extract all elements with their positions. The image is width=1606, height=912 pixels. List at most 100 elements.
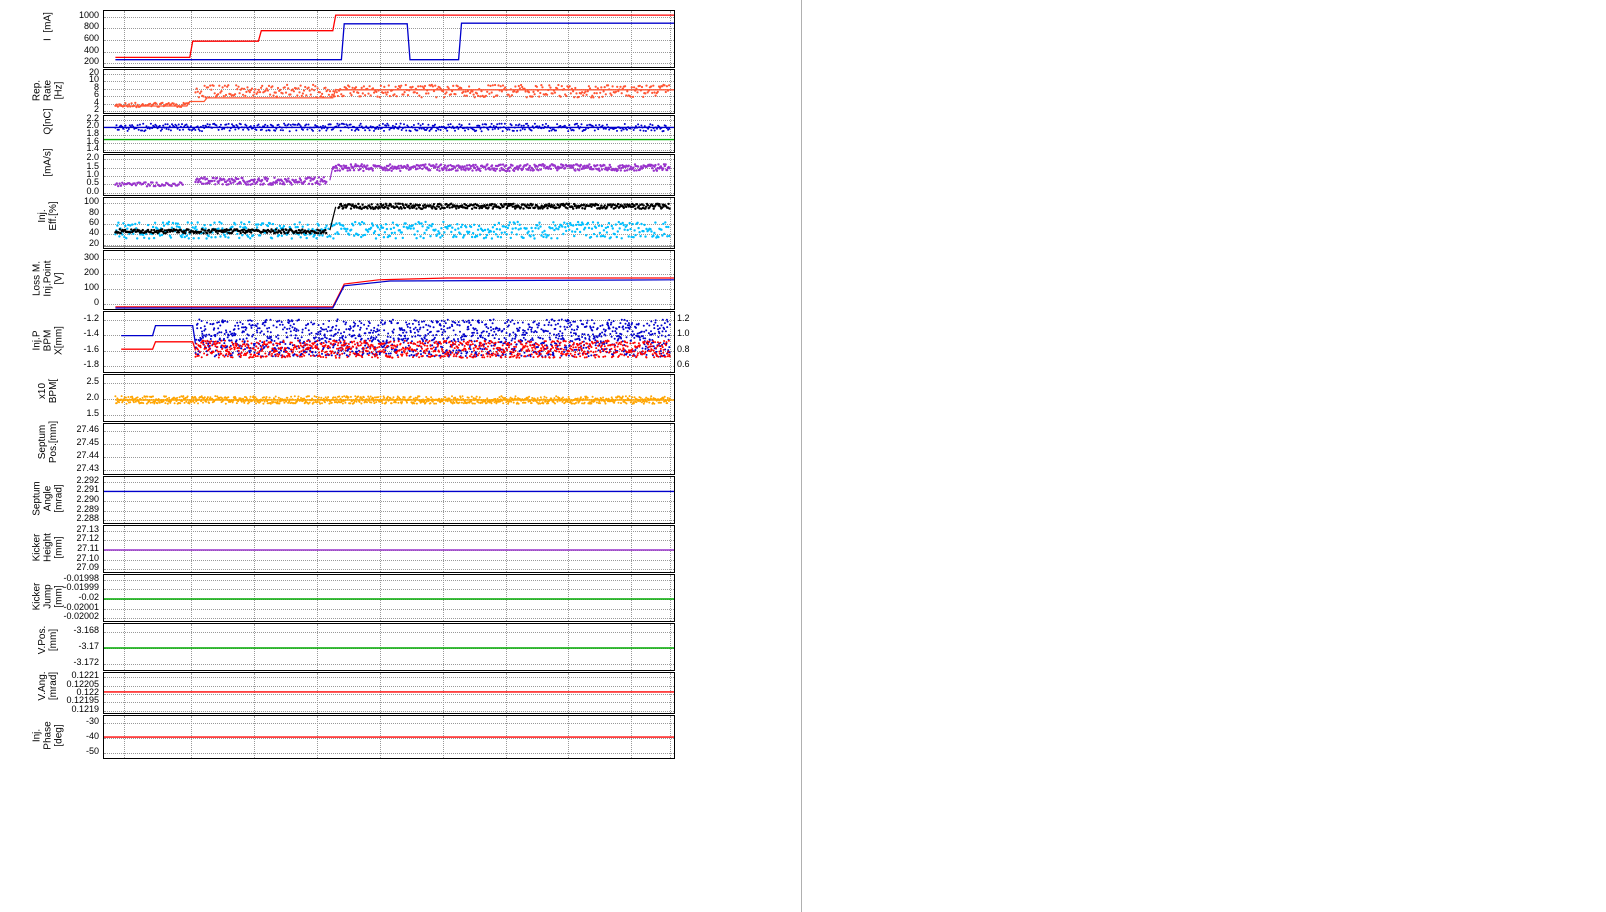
right-panel-her: [806, 0, 1606, 912]
left-septum-angle-ytick: 2.292: [76, 474, 99, 485]
series-line: [104, 647, 674, 649]
left-beam-current-ytick: 200: [83, 56, 99, 67]
series-scatter: [114, 181, 184, 188]
gridlines: [104, 11, 674, 67]
gridlines: [104, 116, 674, 152]
left-v-angle-ytick: 0.122: [76, 687, 99, 697]
left-loss-monitor-ytick: 100: [83, 281, 99, 292]
left-injp-bpm-y2tick: 0.6: [677, 359, 690, 370]
left-septum-angle-ytick: 2.289: [76, 503, 99, 514]
left-rep-rate-ytick: 4: [93, 96, 99, 107]
left-inj-phase-ytick: -50: [85, 745, 99, 756]
series-line: [121, 324, 197, 345]
left-septum-pos-ytick: 27.46: [76, 423, 99, 434]
left-charge-ytick: 1.8: [86, 128, 99, 138]
left-beam-current-ytick: 800: [83, 21, 99, 32]
left-bpm-x10-ytick: 1.5: [86, 408, 99, 418]
gridlines: [104, 198, 674, 248]
left-rep-rate-ytick: 2: [93, 104, 99, 115]
left-injp-bpm-ytick: -1.2: [83, 312, 99, 323]
left-rep-rate-ytick: 10: [88, 74, 99, 85]
left-inj-phase-plot: [103, 715, 675, 759]
left-inj-phase-axis-title: Inj. Phase [deg]: [31, 721, 65, 750]
left-septum-pos-plot: [103, 423, 675, 475]
series-scatter: [337, 202, 671, 211]
left-kicker-jump-ytick: -0.02: [78, 592, 99, 602]
gridlines: [104, 477, 674, 523]
series-line: [104, 490, 674, 493]
left-septum-pos-ytick: 27.45: [76, 436, 99, 447]
series-scatter: [194, 339, 671, 359]
left-charge-plot: [103, 115, 675, 153]
left-inj-eff-ytick: 20: [88, 237, 99, 248]
left-loss-monitor-ytick: 0: [93, 296, 99, 307]
gridlines: [104, 716, 674, 758]
series-line: [104, 691, 674, 693]
gridlines: [104, 375, 674, 421]
left-beam-current-ytick: 400: [83, 44, 99, 55]
series-line: [115, 279, 674, 309]
series-line: [115, 22, 674, 61]
left-kicker-height-ytick: 27.12: [76, 533, 99, 544]
left-kicker-height-ytick: 27.11: [77, 543, 99, 553]
left-kicker-jump-ytick: -0.01998: [63, 572, 99, 583]
left-injp-bpm-y2tick: 1.0: [677, 328, 690, 339]
gridlines: [104, 575, 674, 621]
left-injp-bpm-y2tick: 1.2: [677, 312, 690, 323]
left-loss-monitor-ytick: 200: [83, 266, 99, 277]
series-line: [115, 14, 674, 59]
left-rep-rate-plot: [103, 69, 675, 114]
left-injp-bpm-plot: [103, 311, 675, 373]
series-scatter: [331, 163, 671, 173]
left-loss-monitor-ytick: 300: [83, 251, 99, 262]
left-beam-current-ytick: 1000: [78, 9, 99, 20]
series-line: [329, 166, 334, 181]
left-bpm-x10-plot: [103, 374, 675, 422]
left-inj-eff-ytick: 60: [88, 217, 99, 227]
series-line: [115, 89, 674, 107]
left-inj-rate-ytick: 0.0: [86, 185, 99, 196]
left-inj-rate-ytick: 2.0: [86, 152, 99, 163]
left-charge-ytick: 1.6: [86, 135, 99, 146]
left-inj-rate-plot: [103, 154, 675, 196]
left-inj-rate-ytick: 1.0: [86, 169, 99, 179]
left-septum-angle-plot: [103, 476, 675, 524]
left-inj-eff-ytick: 100: [83, 196, 99, 207]
left-charge-ytick: 2.0: [86, 120, 99, 131]
left-v-pos-ytick: -3.17: [78, 641, 99, 651]
left-inj-eff-ytick: 40: [88, 227, 99, 238]
left-rep-rate-ytick: 20: [88, 66, 99, 77]
series-line: [104, 736, 674, 738]
left-injp-bpm-ytick: -1.6: [83, 343, 99, 354]
series-line: [104, 598, 674, 600]
gridlines: [104, 70, 674, 113]
gridlines: [104, 424, 674, 474]
left-injp-bpm-ytick: -1.8: [83, 359, 99, 370]
series-line: [115, 399, 674, 401]
series-line: [121, 341, 197, 351]
left-bpm-x10-ytick: 2.5: [86, 376, 99, 386]
left-inj-eff-plot: [103, 197, 675, 249]
left-v-pos-ytick: -3.172: [73, 657, 99, 667]
gridlines: [104, 312, 674, 372]
left-loss-monitor-plot: [103, 250, 675, 310]
series-scatter: [114, 122, 671, 133]
left-panel-ler: 1000 800 600 400 200 I [mA] 20 10 8 6 4 2 Rep. Rate …: [0, 0, 800, 912]
series-line: [104, 549, 674, 551]
left-inj-phase-ytick: -30: [85, 716, 99, 727]
series-scatter: [194, 83, 671, 99]
left-septum-pos-ytick: 27.43: [76, 462, 99, 473]
left-septum-angle-ytick: 2.288: [76, 513, 99, 524]
left-septum-pos-ytick: 27.44: [76, 449, 99, 460]
left-septum-angle-ytick: 2.291: [76, 484, 99, 495]
gridlines: [104, 155, 674, 195]
left-kicker-jump-ytick: -0.02002: [63, 611, 99, 622]
left-v-angle-ytick: 0.12195: [66, 695, 99, 706]
left-v-angle-ytick: 0.1221: [71, 670, 99, 681]
series-scatter: [114, 101, 190, 109]
left-injp-bpm-ytick: -1.4: [83, 328, 99, 339]
left-septum-angle-ytick: 2.290: [76, 494, 99, 504]
left-v-angle-ytick: 0.12205: [66, 678, 99, 689]
gridlines: [104, 251, 674, 309]
series-line: [104, 138, 674, 141]
